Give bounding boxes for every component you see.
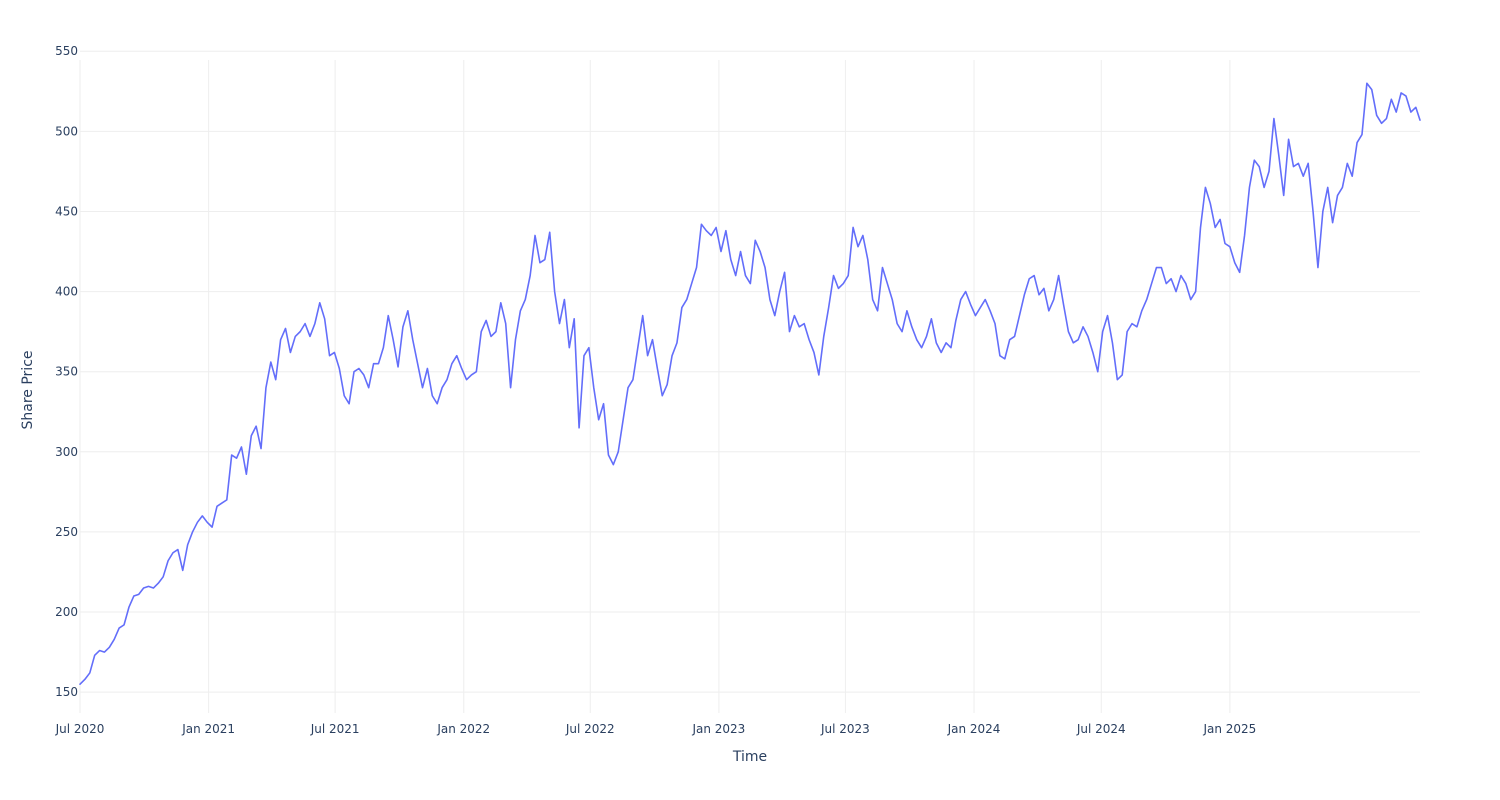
y-tick-label: 550 [55, 44, 78, 58]
x-tick-label: Jul 2022 [565, 722, 615, 736]
y-tick-label: 350 [55, 365, 78, 379]
x-tick-label: Jul 2024 [1076, 722, 1126, 736]
y-axis-title: Share Price [20, 350, 36, 429]
x-tick-labels: Jul 2020 Jan 2021 Jul 2021 Jan 2022 Jul 2022… [55, 722, 1257, 736]
y-tick-labels: 150 200 250 300 350 400 450 500 550 [55, 44, 78, 699]
y-tick-label: 250 [55, 525, 78, 539]
y-tick-label: 450 [55, 204, 78, 218]
x-tick-label: Jan 2021 [181, 722, 235, 736]
x-tick-label: Jan 2024 [947, 722, 1001, 736]
x-tick-label: Jul 2021 [310, 722, 360, 736]
x-gridlines [79, 60, 1231, 713]
x-axis-title: Time [732, 749, 767, 765]
y-tick-label: 150 [55, 685, 78, 699]
x-tick-label: Jul 2020 [55, 722, 105, 736]
y-tick-label: 400 [55, 285, 78, 299]
plot-series [79, 82, 1421, 685]
x-tick-label: Jan 2022 [436, 722, 490, 736]
y-tick-label: 200 [55, 605, 78, 619]
y-tick-label: 300 [55, 445, 78, 459]
x-tick-label: Jul 2023 [820, 722, 870, 736]
y-gridlines [80, 50, 1420, 693]
y-tick-label: 500 [55, 124, 78, 138]
x-tick-label: Jan 2025 [1202, 722, 1256, 736]
series-line-0 [79, 82, 1421, 685]
x-tick-label: Jan 2023 [691, 722, 745, 736]
